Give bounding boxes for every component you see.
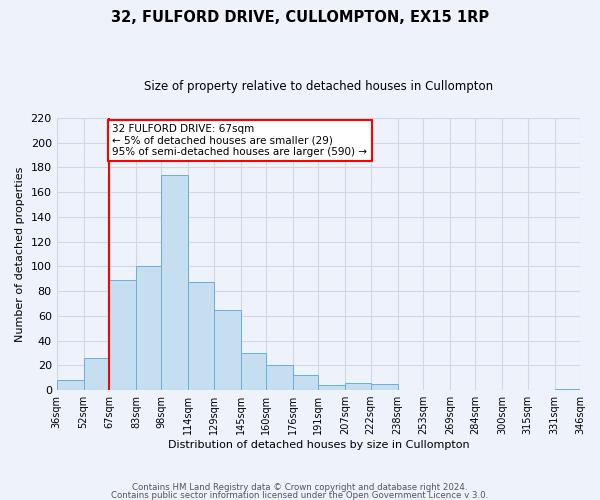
Text: Contains public sector information licensed under the Open Government Licence v : Contains public sector information licen… [112,490,488,500]
Bar [136,266,161,390]
Bar [293,375,319,390]
Bar [188,282,214,390]
Bar [214,310,241,390]
Bar [83,358,109,390]
Bar [319,385,346,390]
Bar [266,366,293,390]
Bar [241,353,266,390]
Bar [554,389,580,390]
Bar [161,174,188,390]
Bar [371,384,398,390]
Bar [109,280,136,390]
Bar [346,382,371,390]
Text: 32 FULFORD DRIVE: 67sqm
← 5% of detached houses are smaller (29)
95% of semi-det: 32 FULFORD DRIVE: 67sqm ← 5% of detached… [112,124,367,157]
Text: 32, FULFORD DRIVE, CULLOMPTON, EX15 1RP: 32, FULFORD DRIVE, CULLOMPTON, EX15 1RP [111,10,489,25]
Y-axis label: Number of detached properties: Number of detached properties [15,166,25,342]
Title: Size of property relative to detached houses in Cullompton: Size of property relative to detached ho… [144,80,493,93]
Text: Contains HM Land Registry data © Crown copyright and database right 2024.: Contains HM Land Registry data © Crown c… [132,484,468,492]
X-axis label: Distribution of detached houses by size in Cullompton: Distribution of detached houses by size … [167,440,469,450]
Bar [56,380,83,390]
